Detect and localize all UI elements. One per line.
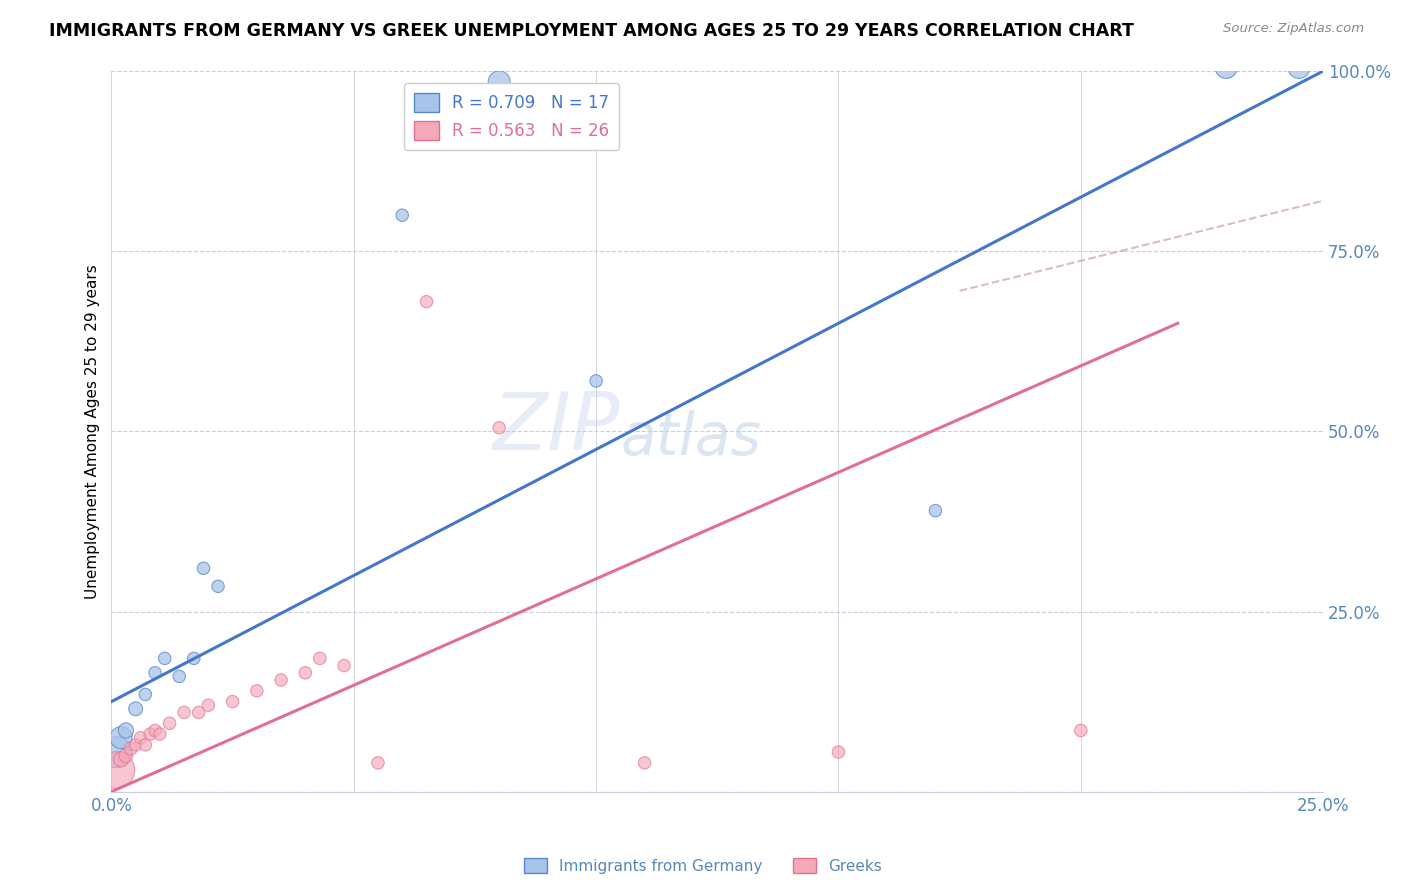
Point xyxy=(1070,723,1092,738)
Point xyxy=(270,673,292,687)
Legend: Immigrants from Germany, Greeks: Immigrants from Germany, Greeks xyxy=(517,852,889,880)
Point xyxy=(134,687,156,701)
Point xyxy=(124,738,146,752)
Legend: R = 0.709   N = 17, R = 0.563   N = 26: R = 0.709 N = 17, R = 0.563 N = 26 xyxy=(404,83,619,150)
Point xyxy=(115,748,138,763)
Point xyxy=(129,731,152,745)
Point xyxy=(139,727,162,741)
Point xyxy=(488,75,510,89)
Point xyxy=(134,738,156,752)
Point xyxy=(143,665,166,680)
Text: atlas: atlas xyxy=(620,410,761,467)
Point xyxy=(1288,61,1310,75)
Text: IMMIGRANTS FROM GERMANY VS GREEK UNEMPLOYMENT AMONG AGES 25 TO 29 YEARS CORRELAT: IMMIGRANTS FROM GERMANY VS GREEK UNEMPLO… xyxy=(49,22,1135,40)
Point xyxy=(221,695,243,709)
Point xyxy=(488,421,510,435)
Point xyxy=(115,723,138,738)
Point xyxy=(173,706,195,720)
Point xyxy=(827,745,849,759)
Point xyxy=(149,727,172,741)
Point xyxy=(105,763,128,777)
Point xyxy=(294,665,316,680)
Point xyxy=(187,706,209,720)
Point xyxy=(124,702,146,716)
Point xyxy=(367,756,389,770)
Point xyxy=(246,683,269,698)
Point xyxy=(415,294,437,309)
Y-axis label: Unemployment Among Ages 25 to 29 years: Unemployment Among Ages 25 to 29 years xyxy=(86,264,100,599)
Point xyxy=(633,756,655,770)
Text: ZIP: ZIP xyxy=(494,389,620,467)
Point xyxy=(197,698,219,713)
Point xyxy=(308,651,330,665)
Point xyxy=(120,741,142,756)
Point xyxy=(143,723,166,738)
Point xyxy=(110,752,132,766)
Point xyxy=(924,503,946,517)
Point xyxy=(193,561,215,575)
Text: Source: ZipAtlas.com: Source: ZipAtlas.com xyxy=(1223,22,1364,36)
Point xyxy=(169,669,191,683)
Point xyxy=(391,208,413,222)
Point xyxy=(183,651,205,665)
Point xyxy=(585,374,607,388)
Point xyxy=(1215,61,1237,75)
Point xyxy=(153,651,176,665)
Point xyxy=(159,716,181,731)
Point xyxy=(333,658,356,673)
Point xyxy=(207,579,229,593)
Point xyxy=(110,731,132,745)
Point xyxy=(105,745,128,759)
